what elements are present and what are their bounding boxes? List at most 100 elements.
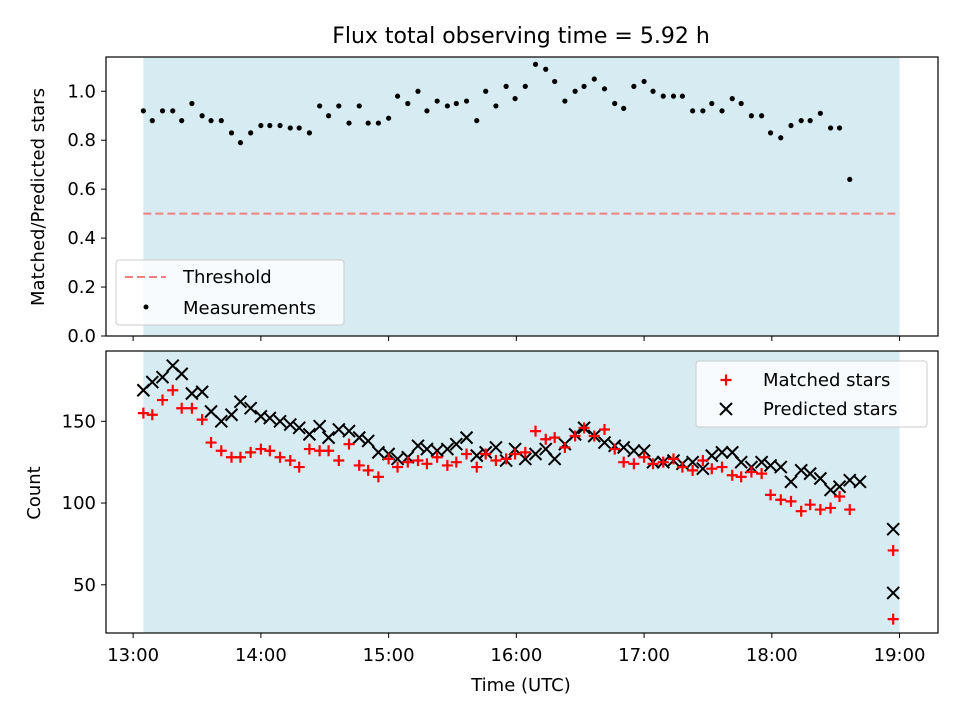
measurement-point (346, 120, 352, 126)
legend-threshold-label: Threshold (182, 267, 272, 288)
matched-star-marker (844, 504, 856, 516)
measurement-point (759, 113, 765, 119)
matched-star-marker (500, 453, 512, 465)
matched-star-marker (245, 446, 257, 458)
matched-star-marker (588, 430, 600, 442)
measurement-point (228, 130, 235, 136)
predicted-star-marker (155, 370, 170, 384)
matched-star-marker (264, 445, 276, 457)
predicted-star-marker (302, 427, 317, 442)
measurement-point (189, 100, 195, 107)
predicted-star-marker (597, 435, 612, 450)
measurement-point (453, 100, 459, 107)
measurement-point (424, 108, 430, 114)
matched-star-marker (284, 455, 296, 467)
measurement-point (847, 176, 853, 182)
predicted-star-marker (342, 424, 356, 438)
bottom-legend-box (695, 360, 928, 428)
matched-star-marker (814, 504, 826, 516)
matched-star-marker (676, 461, 688, 473)
matched-star-marker (186, 402, 198, 414)
matched-star-marker (392, 461, 404, 473)
bottom-y-axis-label: Count (24, 466, 45, 519)
x-axis-label: Time (UTC) (470, 675, 571, 696)
measurement-point (679, 93, 686, 99)
matched-star-marker (431, 451, 443, 463)
legend-matched-label: Matched stars (763, 370, 890, 391)
predicted-star-marker (823, 483, 838, 497)
y-tick-label: 0.4 (67, 228, 96, 249)
measurement-point (552, 78, 558, 85)
measurement-point (474, 118, 480, 124)
measurement-point (788, 122, 794, 129)
matched-star-marker (628, 458, 640, 470)
y-tick-label: 0.8 (67, 130, 96, 151)
measurement-point (503, 83, 509, 89)
predicted-star-marker (794, 463, 808, 478)
matched-star-marker (775, 494, 787, 506)
predicted-star-marker (754, 455, 769, 469)
predicted-star-marker (411, 439, 425, 453)
matched-star-marker (618, 456, 630, 468)
measurement-point (287, 125, 293, 131)
predicted-star-marker (352, 430, 366, 445)
matched-star-marker (834, 490, 846, 502)
measurement-point (591, 76, 597, 82)
matched-star-marker (540, 433, 552, 445)
measurement-point (512, 96, 518, 102)
y-tick-label: 50 (73, 575, 96, 596)
matched-star-marker (825, 502, 837, 514)
measurement-point (386, 115, 392, 121)
top-legend: Threshold Measurements (115, 259, 345, 326)
measurement-point (738, 100, 744, 107)
matched-star-marker (804, 499, 816, 511)
matched-star-marker (509, 448, 521, 460)
measurement-point (375, 120, 381, 126)
bottom-legend: Matched stars Predicted stars (695, 360, 928, 428)
bottom-y-ticks: 50 100 150 (62, 411, 106, 596)
matched-star-marker (450, 456, 462, 468)
matched-star-marker (343, 438, 355, 450)
measurement-point (325, 113, 332, 119)
matched-star-marker (765, 489, 777, 501)
matched-star-marker (735, 471, 747, 483)
matched-star-marker (490, 455, 502, 467)
matched-star-marker (383, 453, 395, 465)
measurement-point (306, 130, 313, 136)
predicted-star-marker (734, 455, 748, 469)
matched-star-marker (795, 505, 807, 517)
predicted-star-marker (459, 430, 474, 445)
top-y-axis-label: Matched/Predicted stars (28, 88, 49, 306)
matched-star-marker (569, 430, 581, 442)
matched-star-marker (887, 544, 899, 556)
y-tick-label: 1.0 (67, 81, 96, 102)
matched-star-marker (756, 468, 768, 480)
measurement-point (405, 100, 411, 107)
predicted-star-marker (292, 421, 306, 435)
matched-star-marker (234, 451, 246, 463)
predicted-star-marker (886, 586, 900, 600)
predicted-star-marker (204, 404, 218, 419)
legend-predicted-label: Predicted stars (763, 399, 897, 420)
matched-star-marker (578, 422, 590, 434)
x-tick-label: 18:00 (746, 645, 798, 666)
x-tick-label: 14:00 (235, 645, 287, 666)
measurement-point (670, 93, 677, 99)
top-legend-box (115, 259, 345, 326)
matched-star-marker (215, 445, 227, 457)
matched-star-marker (196, 414, 208, 426)
matched-star-marker (480, 448, 492, 460)
matched-star-marker (353, 459, 365, 471)
chart-title: Flux total observing time = 5.92 h (332, 24, 710, 49)
measurement-point (356, 103, 362, 109)
matched-star-marker (461, 448, 473, 460)
predicted-star-marker (803, 466, 817, 481)
measurement-point (748, 113, 754, 119)
measurement-point (641, 78, 647, 85)
matched-star-marker (293, 461, 305, 473)
matched-star-marker (887, 613, 899, 625)
predicted-star-marker (715, 445, 729, 460)
y-tick-label: 100 (62, 493, 96, 514)
matched-star-marker (372, 471, 384, 483)
